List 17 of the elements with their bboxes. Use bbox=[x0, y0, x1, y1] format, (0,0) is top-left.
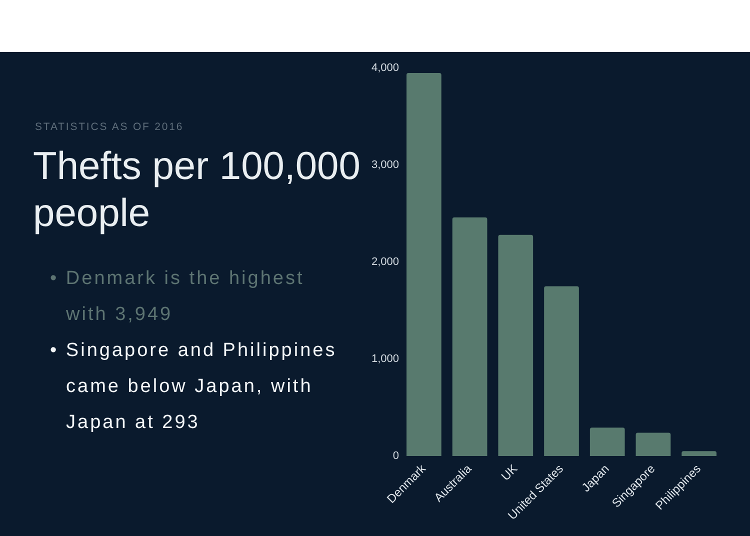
bar bbox=[498, 234, 534, 456]
bar bbox=[590, 428, 625, 456]
x-tick-label: UK bbox=[498, 462, 520, 484]
text: • Denmark is the highest with 3,949 bbox=[50, 267, 306, 327]
bar bbox=[544, 286, 579, 456]
y-tick-label: 1,000 bbox=[371, 353, 399, 366]
y-tick-label: 0 bbox=[392, 450, 399, 462]
y-tick-label: 2,000 bbox=[371, 256, 399, 268]
bar bbox=[636, 432, 671, 456]
text: STATISTICS AS OF 2016 bbox=[35, 121, 184, 133]
y-tick-label: 4,000 bbox=[371, 62, 399, 74]
y-tick-label: 3,000 bbox=[371, 159, 399, 172]
bar bbox=[682, 451, 716, 456]
bar bbox=[406, 72, 442, 456]
text: Thefts per 100,000 people bbox=[33, 144, 362, 237]
bar bbox=[452, 217, 488, 456]
text: • Singapore and Philippines came below Japan, with Japan at 293 bbox=[50, 339, 338, 435]
